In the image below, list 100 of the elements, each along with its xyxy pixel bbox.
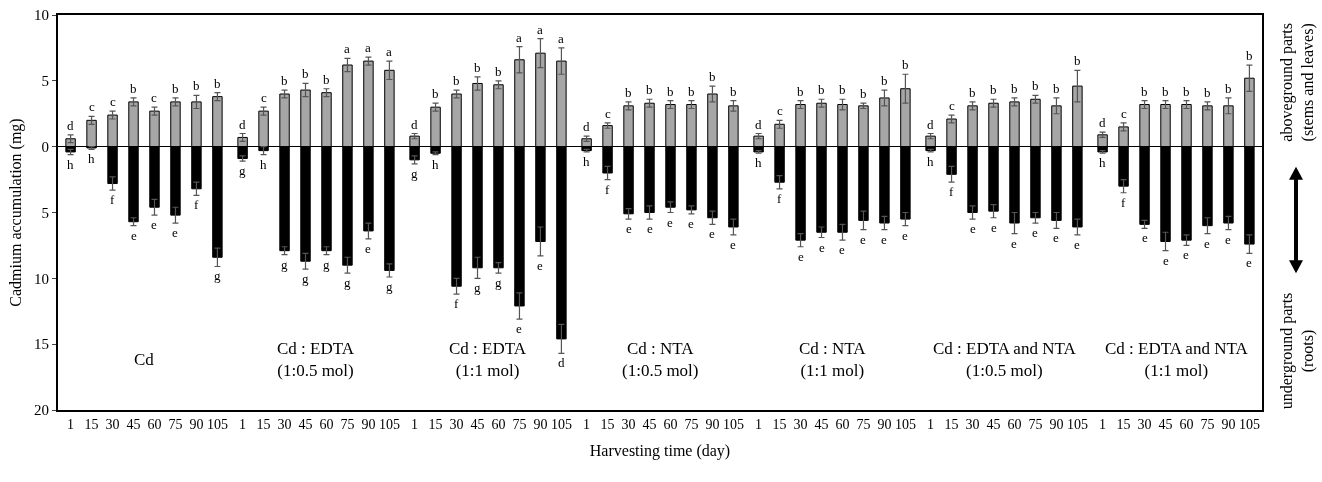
data-label: b [281, 73, 288, 88]
y-axis-title: Cadmium accumulation (mg) [7, 118, 26, 307]
y-tick-label: 5 [41, 73, 49, 90]
annotation: Cd : NTA (1:1 mol) [799, 339, 867, 381]
x-tick-label: 60 [663, 416, 678, 432]
data-label: f [454, 296, 459, 311]
data-label: h [67, 157, 74, 172]
data-label: c [1121, 106, 1127, 121]
data-label: f [777, 191, 782, 206]
x-tick-label: 1 [755, 416, 763, 432]
data-label: d [927, 117, 934, 132]
data-label: b [797, 84, 804, 99]
data-label: g [281, 257, 288, 272]
x-tick-label: 60 [147, 416, 162, 432]
x-tick-label: 105 [722, 416, 744, 432]
data-label: b [969, 85, 976, 100]
data-label: b [1074, 53, 1081, 68]
x-tick-label: 15 [1116, 416, 1131, 432]
x-tick-label: 30 [965, 416, 980, 432]
data-label: a [558, 31, 564, 46]
data-label: f [194, 197, 199, 212]
y-tick-label: 5 [41, 204, 49, 221]
x-tick-label: 15 [944, 416, 959, 432]
y-tick-label: 0 [41, 138, 49, 155]
x-tick-label: 30 [1137, 416, 1152, 432]
data-label: c [151, 90, 157, 105]
data-label: h [583, 154, 590, 169]
data-label: e [839, 242, 845, 257]
data-label: d [755, 117, 762, 132]
data-label: a [516, 30, 522, 45]
data-label: h [88, 151, 95, 166]
x-tick-label: 90 [877, 416, 892, 432]
annotation: Cd : EDTA and NTA (1:0.5 mol) [933, 339, 1077, 381]
x-tick-label: 75 [1200, 416, 1215, 432]
data-label: a [537, 22, 543, 37]
x-tick-label: 45 [126, 416, 141, 432]
data-label: e [151, 217, 157, 232]
x-tick-label: 75 [856, 416, 871, 432]
data-label: e [365, 241, 371, 256]
x-axis-title: Harvesting time (day) [589, 442, 731, 460]
x-tick-label: 90 [533, 416, 548, 432]
annotation: Cd : EDTA (1:1 mol) [449, 339, 527, 381]
data-label: c [261, 90, 267, 105]
data-label: e [516, 321, 522, 336]
data-label: e [902, 228, 908, 243]
x-tick-label: 15 [428, 416, 443, 432]
y-tick-label: 10 [34, 270, 49, 287]
x-tick-label: 30 [277, 416, 292, 432]
data-label: e [860, 232, 866, 247]
data-label: b [130, 81, 137, 96]
x-tick-label: 45 [986, 416, 1001, 432]
data-label: c [605, 106, 611, 121]
x-tick-label: 75 [1028, 416, 1043, 432]
data-label: e [1142, 230, 1148, 245]
data-label: b [193, 78, 200, 93]
x-tick-label: 1 [411, 416, 419, 432]
annotation: Cd : NTA (1:0.5 mol) [622, 339, 699, 381]
y-tick-label: 15 [34, 336, 49, 353]
data-label: h [432, 157, 439, 172]
data-label: e [970, 221, 976, 236]
x-tick-label: 45 [814, 416, 829, 432]
data-label: d [1099, 115, 1106, 130]
data-label: c [777, 103, 783, 118]
data-label: e [537, 258, 543, 273]
text: underground parts (roots) [1277, 292, 1317, 410]
data-label: b [625, 85, 632, 100]
y-tick-label: 20 [34, 402, 49, 419]
x-tick-label: 45 [1158, 416, 1173, 432]
data-label: b [1011, 81, 1018, 96]
bar [258, 110, 269, 148]
x-tick-label: 105 [206, 416, 228, 432]
data-label: b [1032, 78, 1039, 93]
bar [925, 135, 936, 148]
data-label: e [1183, 247, 1189, 262]
data-label: b [818, 82, 825, 97]
data-label: g [302, 271, 309, 286]
data-label: c [89, 99, 95, 114]
data-label: e [647, 221, 653, 236]
data-label: g [495, 275, 502, 290]
x-tick-label: 75 [684, 416, 699, 432]
x-tick-label: 1 [239, 416, 247, 432]
data-label: g [386, 279, 393, 294]
x-tick-label: 90 [1049, 416, 1064, 432]
x-tick-label: 1 [1099, 416, 1107, 432]
data-label: g [474, 280, 481, 295]
data-label: f [1121, 195, 1126, 210]
data-label: e [1074, 237, 1080, 252]
data-label: b [1183, 84, 1190, 99]
data-label: c [110, 94, 116, 109]
data-label: b [709, 69, 716, 84]
data-label: h [260, 157, 267, 172]
data-label: f [949, 184, 954, 199]
data-label: f [110, 192, 115, 207]
x-tick-label: 60 [1007, 416, 1022, 432]
data-label: b [990, 82, 997, 97]
data-label: b [453, 73, 460, 88]
x-tick-label: 15 [600, 416, 615, 432]
data-label: e [730, 237, 736, 252]
x-tick-label: 75 [512, 416, 527, 432]
data-label: h [927, 154, 934, 169]
